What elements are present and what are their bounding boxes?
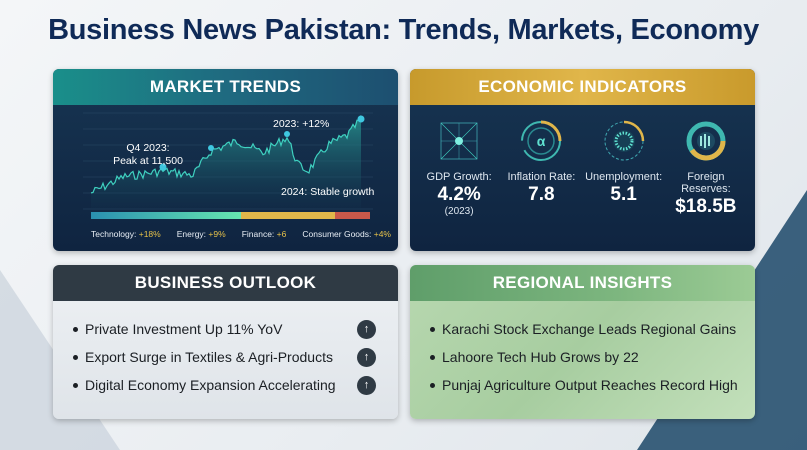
- regional-insights-panel: REGIONAL INSIGHTS Karachi Stock Exchange…: [410, 265, 755, 419]
- arrow-up-icon: ↑: [357, 347, 376, 367]
- annotation-peak: Peak at 11,500: [113, 155, 183, 167]
- sector-legend: Technology: +18% Energy: +9% Finance: +6…: [91, 229, 391, 239]
- indicator-unemployment: Unemployment: 5.1: [584, 119, 664, 218]
- dotted-ring-icon: [604, 120, 644, 161]
- data-marker: [208, 145, 214, 151]
- panel-header: REGIONAL INSIGHTS: [410, 265, 755, 301]
- panel-header: ECONOMIC INDICATORS: [410, 69, 755, 105]
- sector-bar-finance: [241, 212, 335, 219]
- panel-header: MARKET TRENDS: [53, 69, 398, 105]
- legend-item: Consumer Goods: +4%: [302, 229, 391, 239]
- economic-indicators-panel: ECONOMIC INDICATORS GDP Growth: 4.2% (20…: [410, 69, 755, 251]
- data-marker: [284, 131, 290, 137]
- list-item: Digital Economy Expansion Accelerating ↑: [73, 371, 398, 399]
- annotation-peak: Q4 2023:: [126, 142, 169, 154]
- legend-item: Finance: +6: [241, 229, 287, 239]
- indicator-foreign-reserves: Foreign Reserves: $18.5B: [666, 119, 746, 218]
- arrow-up-icon: ↑: [357, 319, 376, 339]
- annotation-growth: 2023: +12%: [273, 118, 329, 130]
- list-item: Punjaj Agriculture Output Reaches Record…: [430, 371, 755, 399]
- legend-item: Technology: +18%: [91, 229, 161, 239]
- indicator-gdp: GDP Growth: 4.2% (2023): [419, 119, 499, 218]
- business-outlook-panel: BUSINESS OUTLOOK Private Investment Up 1…: [53, 265, 398, 419]
- svg-text:α: α: [537, 133, 546, 149]
- chart-area: [91, 115, 361, 209]
- list-item: Private Investment Up 11% YoV ↑: [73, 315, 398, 343]
- page-title: Business News Pakistan: Trends, Markets,…: [48, 14, 759, 46]
- annotation-stable: 2024: Stable growth: [281, 186, 375, 198]
- donut-icon: [686, 121, 726, 161]
- panel-header: BUSINESS OUTLOOK: [53, 265, 398, 301]
- list-item: Lahoore Tech Hub Grows by 22: [430, 343, 755, 371]
- data-marker: [357, 115, 365, 123]
- arrow-up-icon: ↑: [357, 375, 376, 395]
- market-trend-chart: Q4 2023: Peak at 11,500 2023: +12% 2024:…: [83, 112, 375, 219]
- list-item: Karachi Stock Exchange Leads Regional Ga…: [430, 315, 755, 343]
- legend-item: Energy: +9%: [176, 229, 226, 239]
- chart-line: [90, 115, 362, 194]
- gauge-ring-icon: α: [521, 120, 562, 161]
- list-item: Export Surge in Textiles & Agri-Products…: [73, 343, 398, 371]
- data-marker: [159, 163, 167, 171]
- indicator-inflation: α Inflation Rate: 7.8: [501, 119, 581, 218]
- sector-bar-consumer-goods: [335, 212, 370, 219]
- network-icon: [440, 122, 478, 160]
- sector-bar-technology-energy: [91, 212, 241, 219]
- market-trends-panel: MARKET TRENDS Q4 2023: Peak at 11,500 20…: [53, 69, 398, 251]
